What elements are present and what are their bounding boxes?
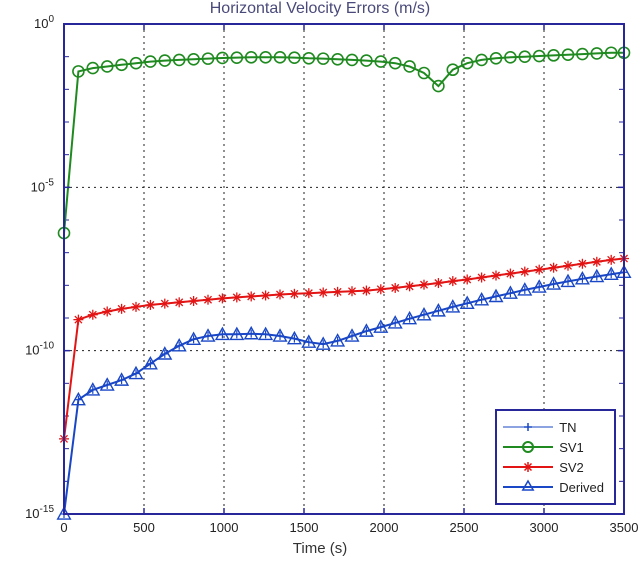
x-tick-label: 2000 bbox=[370, 520, 399, 535]
legend-swatch-tn bbox=[503, 418, 553, 436]
legend-item-derived: Derived bbox=[503, 477, 604, 497]
y-tick-label: 100 bbox=[34, 14, 54, 31]
legend-label-derived: Derived bbox=[559, 480, 604, 495]
y-tick-label: 10-5 bbox=[31, 177, 55, 194]
x-tick-label: 1000 bbox=[210, 520, 239, 535]
legend-swatch-derived bbox=[503, 478, 553, 496]
chart-figure: Horizontal Velocity Errors (m/s) 0500100… bbox=[0, 0, 640, 565]
y-tick-label: 10-15 bbox=[25, 504, 54, 521]
y-tick-label: 10-10 bbox=[25, 341, 54, 358]
x-tick-label: 3500 bbox=[610, 520, 639, 535]
legend-label-tn: TN bbox=[559, 420, 576, 435]
legend-item-sv2: SV2 bbox=[503, 457, 604, 477]
legend-swatch-sv1 bbox=[503, 438, 553, 456]
chart-xlabel: Time (s) bbox=[0, 540, 640, 557]
x-tick-label: 2500 bbox=[450, 520, 479, 535]
legend-item-sv1: SV1 bbox=[503, 437, 604, 457]
chart-legend: TN SV1 bbox=[495, 409, 616, 505]
legend-label-sv2: SV2 bbox=[559, 460, 584, 475]
x-tick-label: 500 bbox=[133, 520, 155, 535]
x-tick-label: 3000 bbox=[530, 520, 559, 535]
x-tick-label: 0 bbox=[60, 520, 67, 535]
legend-label-sv1: SV1 bbox=[559, 440, 584, 455]
legend-item-tn: TN bbox=[503, 417, 604, 437]
x-tick-label: 1500 bbox=[290, 520, 319, 535]
legend-swatch-sv2 bbox=[503, 458, 553, 476]
